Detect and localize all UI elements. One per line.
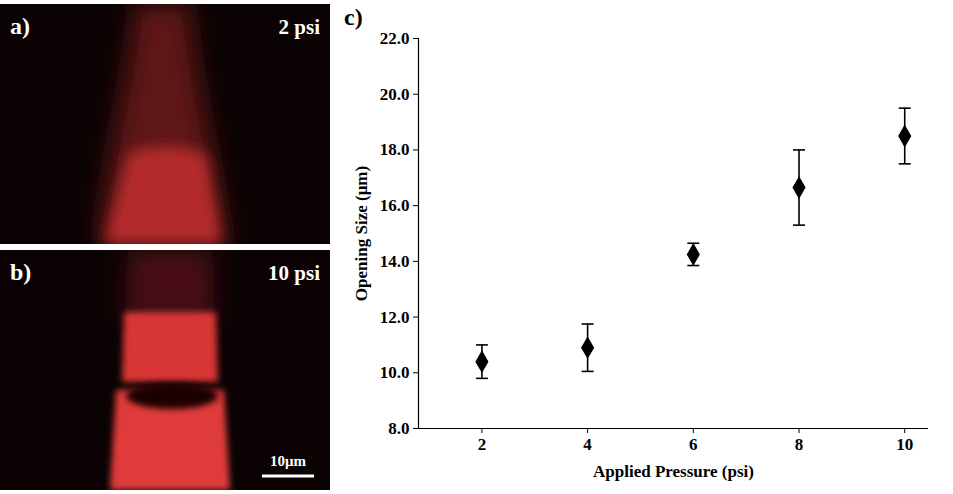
svg-text:Opening Size (μm): Opening Size (μm) xyxy=(352,166,371,301)
svg-text:8.0: 8.0 xyxy=(388,419,409,438)
svg-text:18.0: 18.0 xyxy=(380,140,410,159)
svg-text:2 psi: 2 psi xyxy=(279,15,321,39)
svg-text:10μm: 10μm xyxy=(270,453,307,469)
svg-text:22.0: 22.0 xyxy=(380,29,410,48)
svg-text:10.0: 10.0 xyxy=(380,363,410,382)
svg-text:16.0: 16.0 xyxy=(380,196,410,215)
svg-text:a): a) xyxy=(10,13,30,39)
svg-text:Applied Pressure (psi): Applied Pressure (psi) xyxy=(593,462,754,481)
svg-text:b): b) xyxy=(10,259,31,285)
svg-text:2: 2 xyxy=(478,435,487,454)
svg-text:12.0: 12.0 xyxy=(380,308,410,327)
svg-text:10: 10 xyxy=(896,435,913,454)
html-text:c): c) xyxy=(344,4,363,30)
svg-text:20.0: 20.0 xyxy=(380,85,410,104)
svg-text:10 psi: 10 psi xyxy=(268,261,320,285)
svg-text:14.0: 14.0 xyxy=(380,252,410,271)
svg-text:6: 6 xyxy=(689,435,698,454)
svg-text:4: 4 xyxy=(583,435,592,454)
svg-text:8: 8 xyxy=(795,435,804,454)
